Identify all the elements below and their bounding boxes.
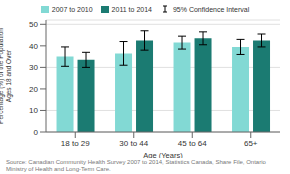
html-text:2011 to 2014: 2011 to 2014 — [111, 5, 152, 13]
svg-text:30: 30 — [29, 63, 38, 72]
html-text:95% Confidence Interval: 95% Confidence Interval — [173, 5, 250, 13]
svg-text:40: 40 — [29, 42, 38, 51]
svg-text:20: 20 — [29, 85, 38, 94]
svg-text:Age (Years): Age (Years) — [143, 151, 183, 158]
svg-text:18 to 29: 18 to 29 — [61, 139, 90, 148]
svg-text:0: 0 — [34, 128, 39, 137]
svg-text:Percentage (%) of the Populati: Percentage (%) of the PopulationAges 18 … — [8, 28, 13, 124]
svg-text:65+: 65+ — [244, 139, 258, 148]
html-text:Source: Canadian Community Hea: Source: Canadian Community Health Survey… — [6, 159, 266, 172]
svg-text:50: 50 — [29, 20, 38, 29]
svg-text:30 to 44: 30 to 44 — [119, 139, 148, 148]
svg-text:10: 10 — [29, 106, 38, 115]
svg-text:45 to 64: 45 to 64 — [178, 139, 207, 148]
html-text:2007 to 2010: 2007 to 2010 — [51, 5, 93, 13]
